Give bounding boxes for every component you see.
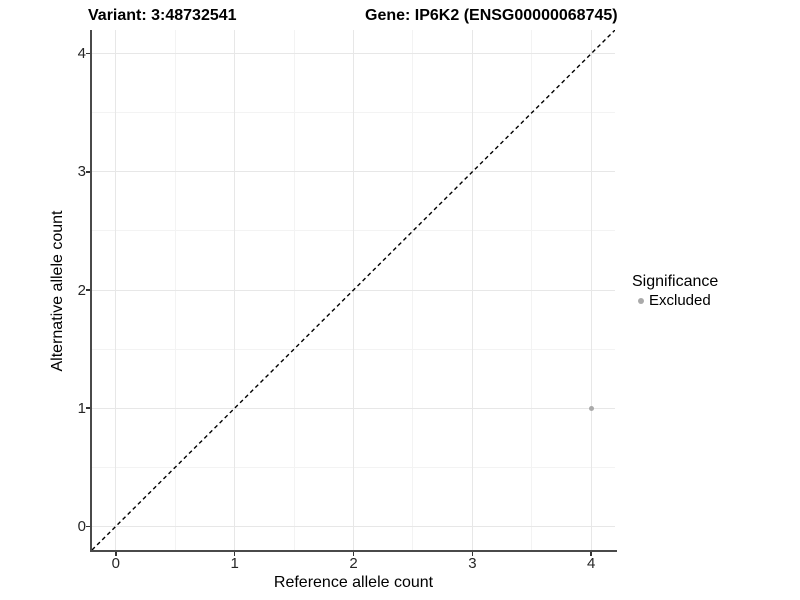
plot-panel xyxy=(92,30,615,550)
x-tick-mark xyxy=(590,552,592,556)
excluded-marker-icon xyxy=(638,297,644,304)
x-tick-label: 0 xyxy=(111,555,120,572)
x-tick-label: 3 xyxy=(468,555,477,572)
y-tick-label: 4 xyxy=(77,45,86,63)
legend-title: Significance xyxy=(632,273,719,290)
y-tick-mark xyxy=(86,407,90,409)
y-tick-label: 0 xyxy=(77,517,86,535)
x-axis-title: Reference allele count xyxy=(273,574,434,591)
gridline-major-y xyxy=(92,525,615,527)
legend-item-label: Excluded xyxy=(649,292,711,309)
y-tick-mark xyxy=(86,289,90,291)
gridline-major-y xyxy=(92,407,615,409)
y-axis-line xyxy=(90,30,92,552)
x-tick-mark xyxy=(471,552,474,556)
plot-title-gene: Gene: IP6K2 (ENSG00000068745) xyxy=(365,7,618,24)
y-tick-mark xyxy=(86,171,90,173)
x-tick-label: 1 xyxy=(230,555,239,572)
x-tick-mark xyxy=(115,552,117,556)
x-axis-line xyxy=(90,550,617,552)
x-tick-mark xyxy=(233,552,236,556)
x-tick-mark xyxy=(352,552,355,556)
y-tick-label: 1 xyxy=(77,399,86,417)
legend: Significance Excluded xyxy=(632,273,792,309)
y-tick-mark xyxy=(86,52,90,55)
y-tick-mark xyxy=(86,525,90,528)
identity-dashed-line xyxy=(92,30,615,550)
plot-title-variant: Variant: 3:48732541 xyxy=(88,7,237,24)
gridline-major-y xyxy=(92,53,615,55)
legend-item-excluded: Excluded xyxy=(632,292,792,309)
x-tick-label: 4 xyxy=(587,555,596,572)
data-point-excluded xyxy=(588,405,594,411)
y-tick-label: 3 xyxy=(77,163,86,181)
y-tick-label: 2 xyxy=(77,281,86,299)
gridline-major-y xyxy=(92,171,615,173)
x-tick-label: 2 xyxy=(349,555,358,572)
